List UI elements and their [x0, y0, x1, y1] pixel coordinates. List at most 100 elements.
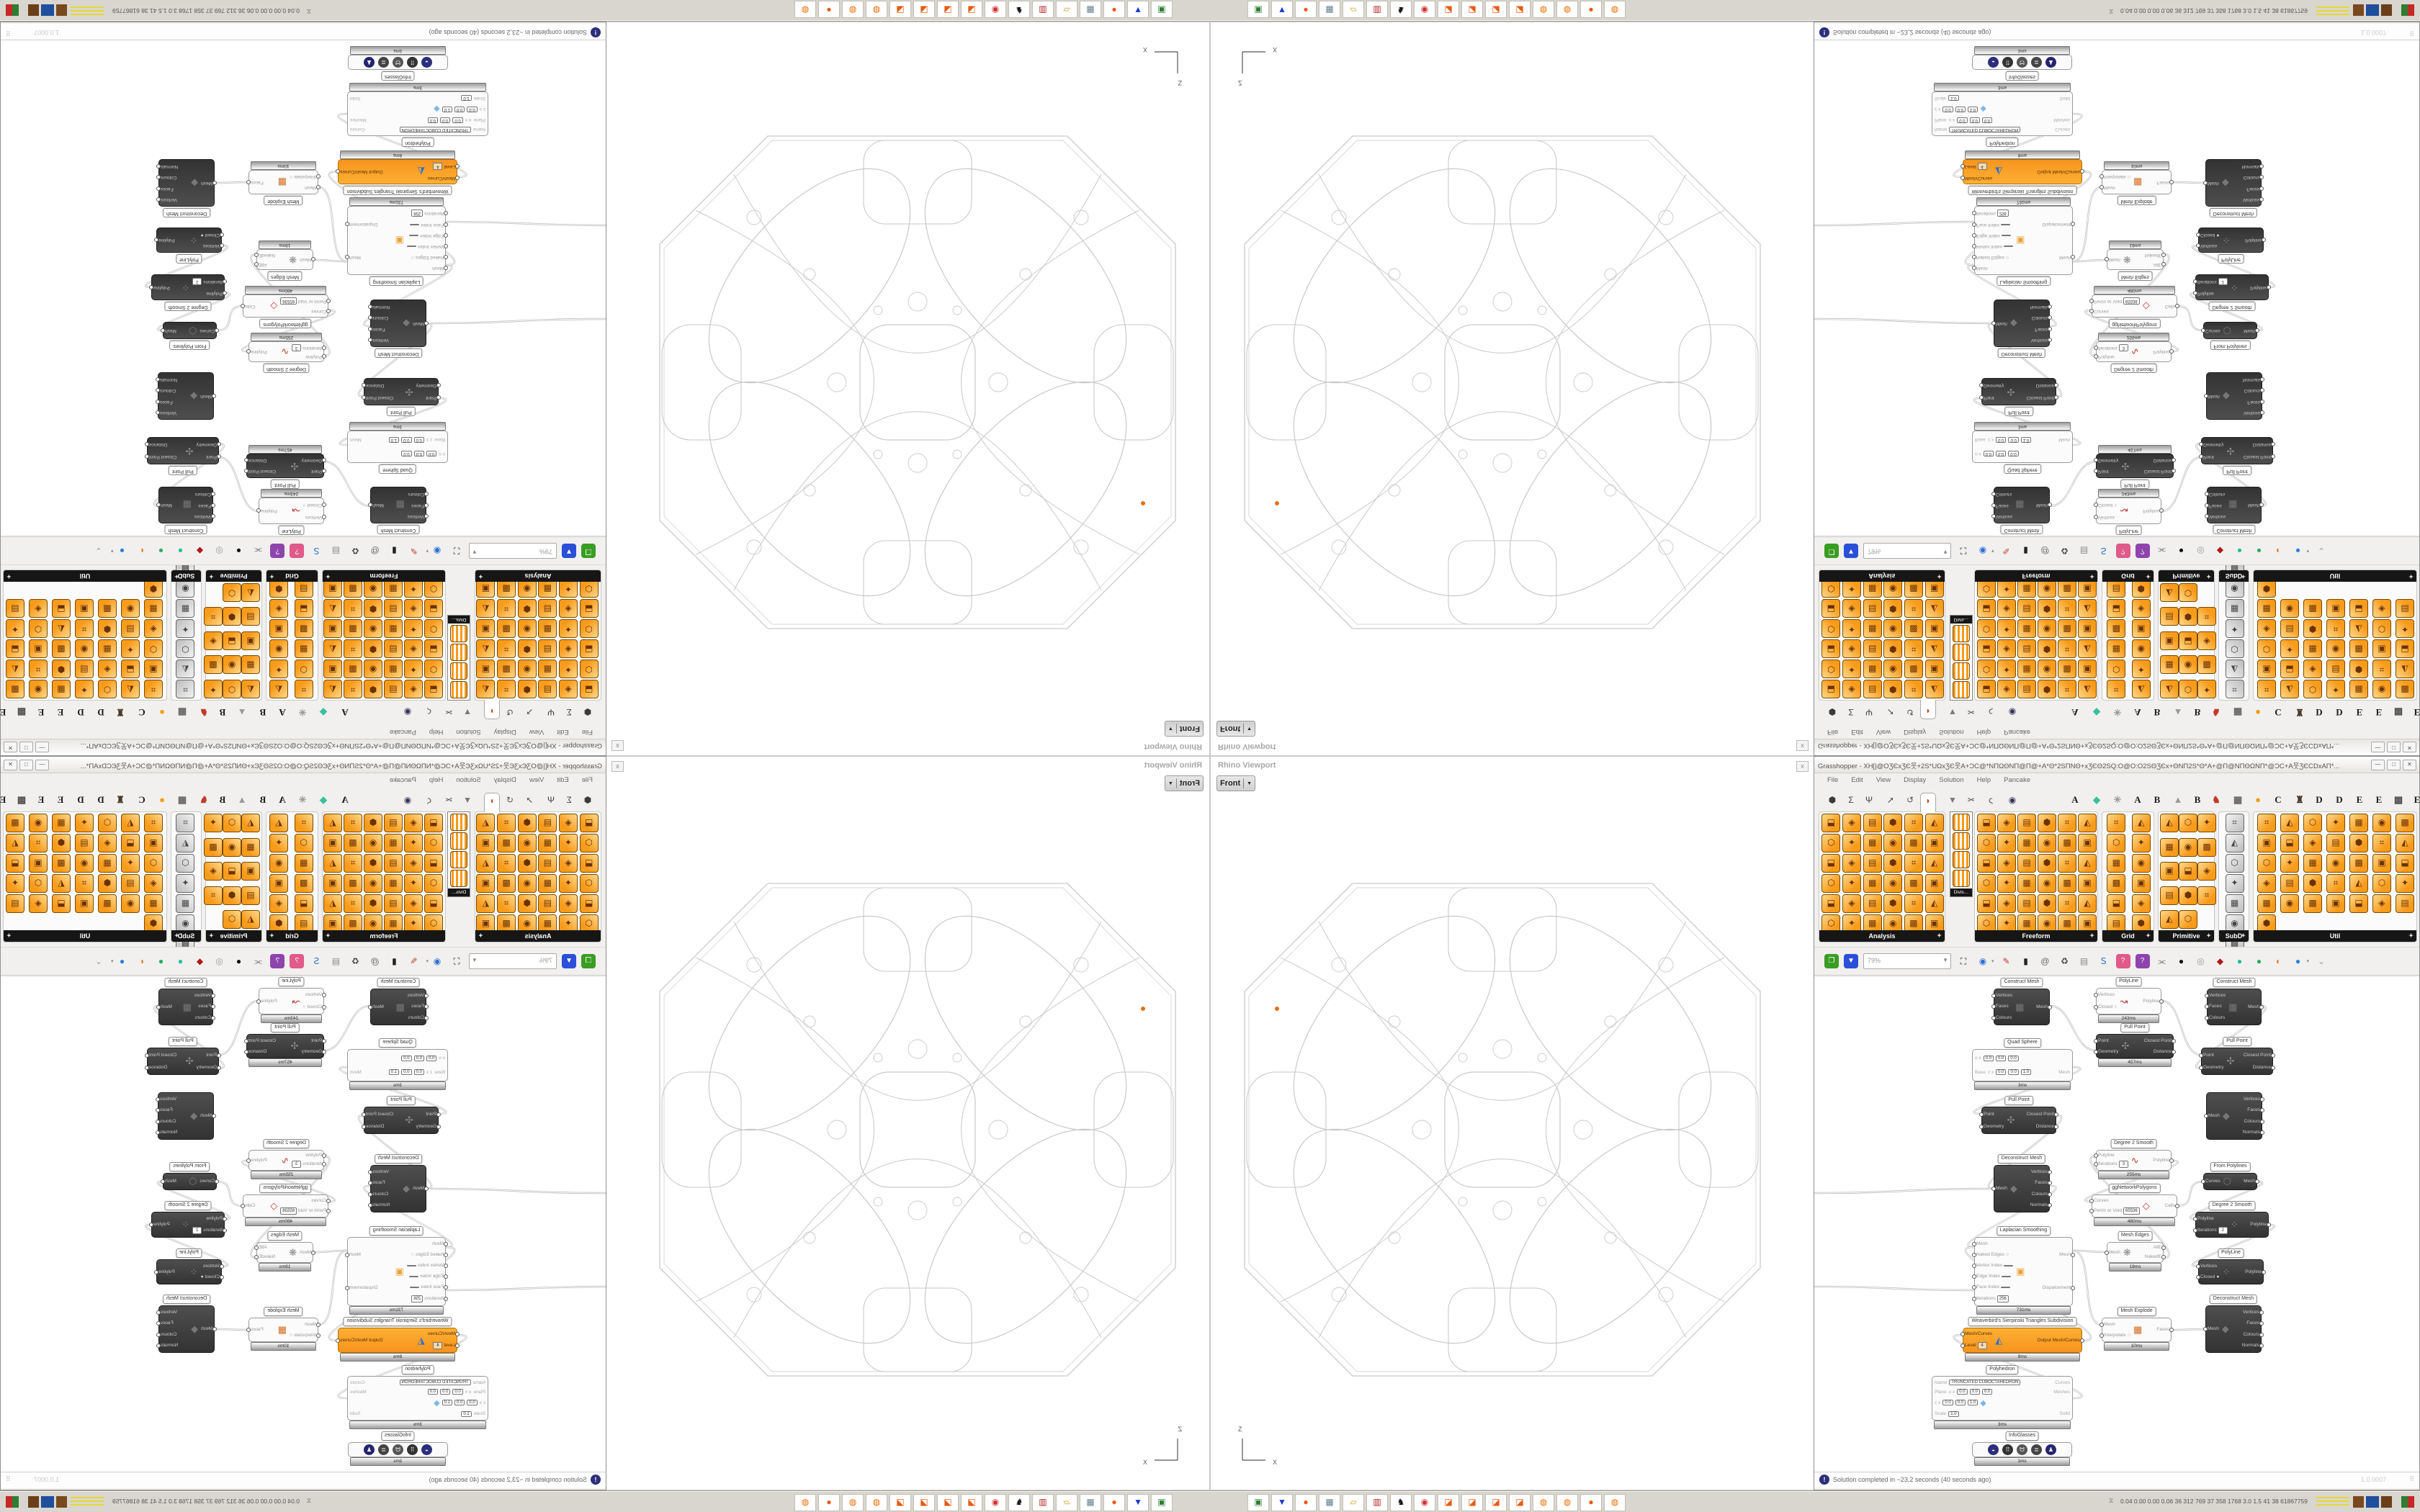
teal-sphere-icon[interactable]: ●: [177, 546, 184, 556]
infoglasses-icon-3[interactable]: ≣: [2031, 57, 2042, 68]
component-icon[interactable]: ◉: [1883, 834, 1903, 852]
plugin-tab-7[interactable]: ♞: [2212, 707, 2220, 718]
taskbar-emulator-icon[interactable]: ▣: [1151, 1, 1173, 18]
component-icon[interactable]: ▩: [2058, 619, 2076, 638]
component-icon[interactable]: ▦: [2257, 599, 2276, 618]
params-tab[interactable]: ⬢: [1828, 707, 1837, 717]
ribbon-group-label-subd[interactable]: SubD ✦: [171, 570, 201, 582]
rings-icon[interactable]: ◎: [215, 546, 223, 556]
node-body[interactable]: Vertices Faces Colours ▦ Mesh: [156, 989, 215, 1025]
component-icon[interactable]: ⬓: [579, 894, 599, 913]
component-icon[interactable]: ◈: [559, 854, 578, 873]
node-body[interactable]: Vertices Faces Colours ▦ Mesh: [1991, 487, 2052, 523]
menu-file[interactable]: File: [581, 776, 593, 784]
open-file-icon[interactable]: ❐: [1824, 954, 1839, 968]
output-port-polyline[interactable]: Polyline: [2245, 1269, 2266, 1275]
component-icon[interactable]: ⬢: [98, 619, 117, 638]
input-port-closed[interactable]: Closed ○: [303, 1004, 326, 1010]
component-icon[interactable]: ▤: [2017, 680, 2036, 698]
input-port-vertices[interactable]: Vertices: [303, 514, 326, 520]
component-icon[interactable]: ⬓: [579, 599, 599, 618]
package-icon[interactable]: ?: [2115, 544, 2130, 558]
division-icon[interactable]: [1953, 851, 1970, 868]
node-body[interactable]: Curves ⬡ Mesh: [161, 1173, 219, 1190]
component-icon[interactable]: ⬓: [6, 854, 24, 873]
input-port-iterations[interactable]: Iterations 256: [1972, 210, 2013, 217]
component-icon[interactable]: ◭: [121, 814, 140, 832]
component-icon[interactable]: ⬡: [2179, 680, 2197, 698]
output-port-mesh[interactable]: Mesh: [2043, 1252, 2075, 1258]
output-port-faces[interactable]: Faces: [2030, 326, 2052, 332]
component-icon[interactable]: ⌗: [344, 894, 362, 913]
sets-tab[interactable]: Ψ: [547, 795, 555, 805]
node-body[interactable]: Curves Perim or Void 65536 ◇ Cells: [2089, 294, 2179, 318]
search-s-icon[interactable]: Ｓ: [312, 546, 321, 556]
node-body[interactable]: Polyline Iterations 3 ∿ Polyline: [246, 1150, 326, 1171]
component-icon[interactable]: ✦: [1997, 619, 2016, 638]
node-body[interactable]: o x 0.0 0.0 0.0 Base z x 0.0 0.0 1.0 Mesh: [1972, 1049, 2073, 1081]
at-icon[interactable]: @: [370, 546, 380, 556]
input-port-face-index[interactable]: Face Index: [1972, 222, 2013, 228]
input-port-vertex-index[interactable]: Vertex Index: [1972, 244, 2014, 250]
component-icon[interactable]: ⬢: [2179, 607, 2197, 626]
plugin-tab-7[interactable]: ♞: [2212, 794, 2220, 805]
division-icon[interactable]: [450, 625, 467, 642]
ribbon-group-label-grid[interactable]: Grid ✦: [266, 930, 318, 942]
output-port-polyline[interactable]: Polyline: [154, 1269, 175, 1275]
component-icon[interactable]: ◭: [2396, 834, 2414, 852]
component-icon[interactable]: ▣: [29, 854, 48, 873]
plugin-tab-1[interactable]: ◆: [2093, 794, 2100, 805]
component-icon[interactable]: ▤: [384, 599, 403, 618]
component-icon[interactable]: ◭: [1924, 894, 1944, 913]
node-body[interactable]: Point Geometry ✣ Closest Point Distance: [1979, 378, 2058, 405]
component-icon[interactable]: ⬡: [29, 619, 48, 638]
input-port-iterations[interactable]: Iterations 256: [407, 1295, 448, 1302]
component-icon[interactable]: ◈: [1842, 680, 1861, 698]
mesh-tab[interactable]: ◗: [484, 700, 500, 719]
component-icon[interactable]: ▣: [269, 874, 289, 893]
input-port-point[interactable]: Point: [2094, 1038, 2119, 1044]
component-icon[interactable]: ◈: [1997, 854, 2016, 873]
package-icon[interactable]: ?: [2115, 954, 2130, 968]
component-icon[interactable]: ◉: [517, 874, 537, 893]
menu-view[interactable]: View: [529, 728, 544, 736]
component-icon[interactable]: ▩: [2303, 599, 2322, 618]
input-port-geometry[interactable]: Geometry: [1979, 1124, 2004, 1130]
ribbon-group-label-primitive[interactable]: Primitive ✦: [2159, 930, 2214, 942]
component-icon[interactable]: ⌗: [1904, 894, 1923, 913]
plugin-tab-5[interactable]: ▲: [237, 707, 247, 718]
node-body[interactable]: Point Geometry ✣ Closest Point Distance: [362, 1107, 441, 1134]
component-icon[interactable]: ⬡: [98, 680, 117, 698]
input-port-polyline[interactable]: Polyline: [292, 1153, 326, 1158]
component-icon[interactable]: ◭: [2225, 834, 2244, 852]
component-icon[interactable]: ◈: [559, 894, 578, 913]
node-mesh-explode[interactable]: Mesh Explode Mesh Interpolate ○ ▦ Faces 10ms: [2099, 1307, 2174, 1351]
node-degree-2-smooth-b[interactable]: Degree 2 Smooth Polyline Iterations 3 ∿ Polyl…: [246, 333, 326, 373]
component-icon[interactable]: ⌗: [2058, 814, 2076, 832]
component-icon[interactable]: ◭: [176, 834, 195, 852]
plugin-tab-16[interactable]: ▩: [2393, 707, 2403, 718]
input-port-perim-or-void[interactable]: Perim or Void 65536: [2089, 297, 2140, 305]
input-port-vertices[interactable]: Vertices: [2205, 993, 2226, 999]
node-body[interactable]: Vertices Faces Colours ▦ Mesh: [1991, 989, 2052, 1025]
node-body[interactable]: Mesh/Curves Level 4 ◭ Output Mesh/Curves: [1960, 159, 2084, 184]
node-laplacian-smoothing[interactable]: Laplacian Smoothing Mesh Naked Edges ○ Verte…: [1972, 1226, 2075, 1315]
output-port-faces[interactable]: Faces: [156, 399, 177, 405]
plugin-tab-11[interactable]: ♜: [116, 794, 125, 805]
node-body[interactable]: Mesh ❋ AllE NakedE: [254, 249, 315, 270]
node-body[interactable]: Vertices Closed ● ⁘ Polyline: [2196, 228, 2266, 253]
node-from-polylines[interactable]: From Polylines Curves ⬡ Mesh: [2201, 322, 2259, 350]
taskbar-floppy-64-icon[interactable]: ▼: [1127, 1, 1149, 18]
group-expand-icon[interactable]: ✦: [2206, 932, 2211, 939]
input-port-polyline[interactable]: Polyline: [2193, 1216, 2228, 1222]
balloon-icon[interactable]: ?: [270, 954, 285, 968]
blue-sphere-icon[interactable]: ●: [2295, 956, 2301, 966]
input-port-curves[interactable]: Curves: [2201, 1179, 2220, 1184]
input-port-mesh-curves[interactable]: Mesh/Curves: [1960, 1331, 1992, 1337]
component-icon[interactable]: ▩: [2396, 814, 2414, 832]
node-body[interactable]: o x 0.0 0.0 0.0 Base z x 0.0 0.0 1.0 Mesh: [347, 431, 448, 463]
input-port-geometry[interactable]: Geometry: [196, 1065, 221, 1071]
dark-sphere-icon[interactable]: ●: [2178, 546, 2184, 556]
component-icon[interactable]: ▣: [75, 894, 94, 913]
node-mesh-edges[interactable]: Mesh Edges Mesh ❋ AllE NakedE 19ms: [254, 1231, 315, 1272]
